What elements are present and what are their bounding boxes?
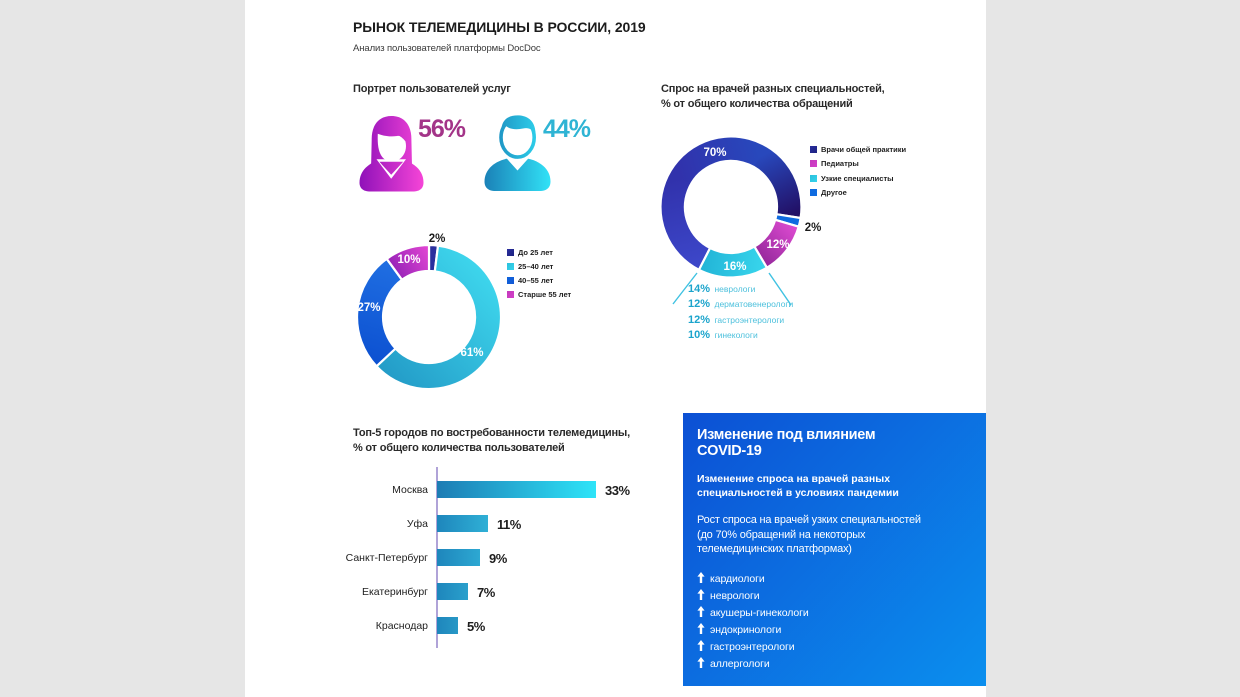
svg-text:16%: 16% — [723, 261, 746, 273]
svg-text:70%: 70% — [703, 147, 726, 159]
svg-text:27%: 27% — [357, 302, 380, 314]
svg-text:12%: 12% — [766, 239, 789, 251]
svg-text:2%: 2% — [805, 222, 822, 234]
svg-text:2%: 2% — [429, 233, 446, 245]
svg-text:10%: 10% — [397, 254, 420, 266]
svg-text:61%: 61% — [460, 347, 483, 359]
